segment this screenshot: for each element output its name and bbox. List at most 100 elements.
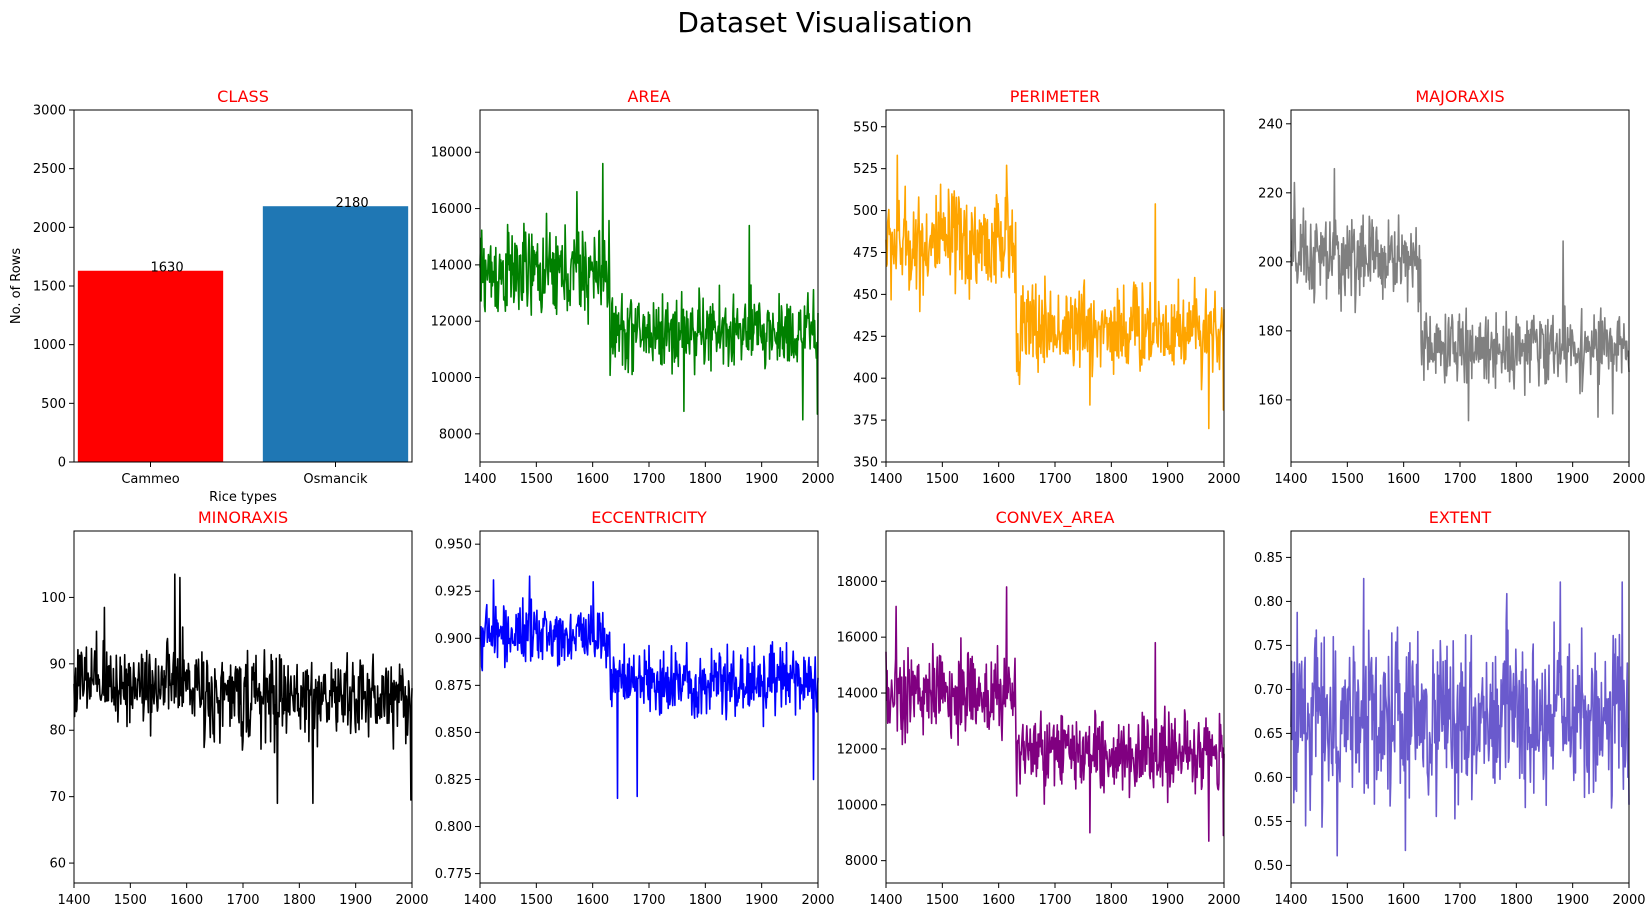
- x-tick-label: 2000: [1612, 893, 1645, 908]
- y-tick-label: 425: [853, 330, 878, 345]
- y-tick-label: 0.80: [1254, 595, 1283, 610]
- y-tick-label: 70: [49, 790, 66, 805]
- x-tick-label: 2000: [1612, 472, 1645, 487]
- data-series-line: [885, 154, 1225, 430]
- subplot-perimeter: PERIMETER 350 375 400 425 450 475 500 525 550 1400…: [853, 87, 1240, 487]
- figure-title: Dataset Visualisation: [677, 6, 972, 39]
- y-tick-label: 200: [1258, 255, 1283, 270]
- x-tick-label: 1800: [689, 472, 722, 487]
- bar-data-label: 1630: [151, 261, 184, 276]
- data-series-line: [479, 162, 819, 421]
- subplot-minoraxis: MINORAXIS 60 70 80 90 100 1400 1500 1600 1700 1800…: [41, 508, 428, 908]
- data-series-line: [1290, 577, 1630, 857]
- x-tick-label: 1800: [1095, 893, 1128, 908]
- y-tick-label: 1500: [33, 280, 66, 295]
- x-tick-label: 1400: [463, 893, 496, 908]
- data-series-line: [885, 586, 1225, 842]
- y-tick-label: 0.85: [1254, 551, 1283, 566]
- x-tick-label: 1800: [689, 893, 722, 908]
- y-tick-label: 0: [58, 456, 66, 471]
- axes-frame: [1290, 109, 1630, 463]
- x-tick-label: 1700: [1038, 472, 1071, 487]
- y-tick-label: 350: [853, 456, 878, 471]
- y-tick-label: 90: [49, 657, 66, 672]
- y-tick-label: 0.800: [435, 820, 472, 835]
- y-tick-label: 8000: [439, 427, 472, 442]
- y-tick-label: 0.70: [1254, 683, 1283, 698]
- y-tick-label: 3000: [33, 104, 66, 119]
- y-tick-label: 0.75: [1254, 639, 1283, 654]
- x-tick-label: 2000: [395, 893, 428, 908]
- y-tick-label: 550: [853, 120, 878, 135]
- subplot-majoraxis: MAJORAXIS 160 180 200 220 240 1400 1500 1600 1700…: [1258, 87, 1645, 487]
- x-tick-label: Cammeo: [121, 472, 179, 487]
- x-tick-label: 1400: [869, 893, 902, 908]
- x-tick-label: 1500: [520, 893, 553, 908]
- y-tick-label: 14000: [837, 687, 878, 702]
- x-tick-label: 1400: [57, 893, 90, 908]
- y-tick-label: 14000: [431, 258, 472, 273]
- x-tick-label: 1800: [1500, 893, 1533, 908]
- y-tick-label: 450: [853, 288, 878, 303]
- subplot-area: AREA 8000 10000 12000 14000 16000 18000 1400 150…: [431, 87, 835, 487]
- subplot-class: CLASS 0 500 1000 1500 2000 2500 3000 1630 Cammeo 2…: [9, 87, 413, 505]
- x-tick-label: 1800: [1095, 472, 1128, 487]
- y-tick-label: 0.950: [435, 538, 472, 553]
- y-tick-label: 240: [1258, 117, 1283, 132]
- subplot-title: AREA: [627, 87, 670, 106]
- y-tick-label: 10000: [431, 371, 472, 386]
- x-tick-label: 2000: [801, 472, 834, 487]
- x-tick-label: 1800: [1500, 472, 1533, 487]
- subplot-title: MINORAXIS: [198, 508, 288, 527]
- x-tick-label: 1700: [632, 472, 665, 487]
- x-tick-label: 2000: [1207, 893, 1240, 908]
- x-tick-label: 1900: [1151, 893, 1184, 908]
- axes-frame: [479, 530, 819, 884]
- y-axis-label: No. of Rows: [9, 248, 24, 324]
- x-tick-label: 1900: [1556, 893, 1589, 908]
- bar-data-label: 2180: [336, 196, 369, 211]
- x-tick-label: 1500: [520, 472, 553, 487]
- axes-frame: [885, 109, 1225, 463]
- x-tick-label: 1600: [170, 893, 203, 908]
- y-tick-label: 2500: [33, 162, 66, 177]
- y-tick-label: 100: [41, 591, 66, 606]
- x-tick-label: 1700: [1038, 893, 1071, 908]
- axes-frame: [73, 109, 413, 463]
- x-tick-label: Osmancik: [303, 472, 368, 487]
- data-series-line: [479, 575, 819, 800]
- y-tick-label: 375: [853, 414, 878, 429]
- y-tick-label: 16000: [431, 202, 472, 217]
- y-tick-label: 18000: [431, 146, 472, 161]
- subplot-title: MAJORAXIS: [1415, 87, 1504, 106]
- data-series-line: [1290, 167, 1630, 422]
- y-tick-label: 475: [853, 246, 878, 261]
- x-tick-label: 1600: [576, 893, 609, 908]
- x-tick-label: 1900: [1151, 472, 1184, 487]
- x-tick-label: 1700: [632, 893, 665, 908]
- x-tick-label: 2000: [1207, 472, 1240, 487]
- y-tick-label: 160: [1258, 393, 1283, 408]
- y-tick-label: 0.50: [1254, 859, 1283, 874]
- x-tick-label: 1600: [1387, 893, 1420, 908]
- x-tick-label: 1700: [226, 893, 259, 908]
- y-tick-label: 12000: [431, 315, 472, 330]
- y-tick-label: 1000: [33, 338, 66, 353]
- subplot-grid: CLASS 0 500 1000 1500 2000 2500 3000 1630 Cammeo 2…: [9, 87, 1646, 908]
- y-tick-label: 12000: [837, 742, 878, 757]
- bar-osmancik: [262, 206, 409, 462]
- x-tick-label: 1600: [982, 472, 1015, 487]
- x-axis-label: Rice types: [209, 490, 277, 505]
- y-tick-label: 8000: [845, 854, 878, 869]
- subplot-eccentricity: ECCENTRICITY 0.775 0.800 0.825 0.850 0.875 0.9…: [435, 508, 835, 908]
- x-tick-label: 1600: [982, 893, 1015, 908]
- x-tick-label: 1400: [1274, 893, 1307, 908]
- axes-frame: [73, 530, 413, 884]
- x-tick-label: 1600: [1387, 472, 1420, 487]
- y-tick-label: 60: [49, 857, 66, 872]
- data-series-line: [73, 573, 413, 805]
- y-tick-label: 0.825: [435, 773, 472, 788]
- y-tick-label: 0.925: [435, 585, 472, 600]
- subplot-title: ECCENTRICITY: [591, 508, 707, 527]
